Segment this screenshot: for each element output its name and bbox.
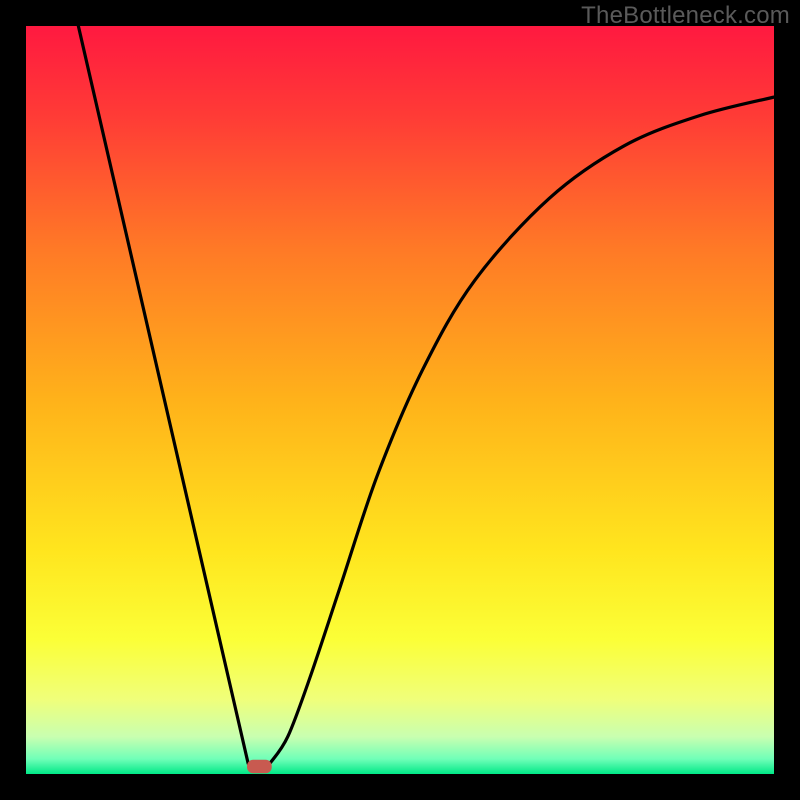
chart-frame: TheBottleneck.com [0,0,800,800]
gradient-background [26,26,774,774]
chart-svg [26,26,774,774]
optimal-point-marker [247,760,272,773]
plot-area [26,26,774,774]
